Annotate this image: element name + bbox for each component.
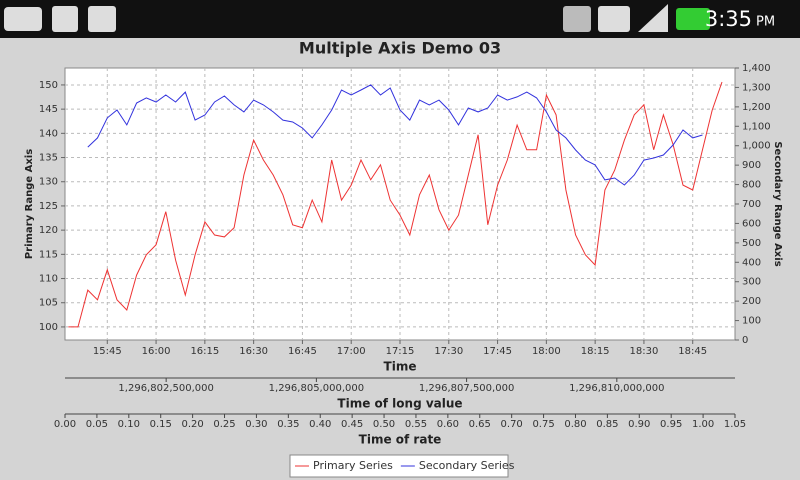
y-tick-label: 110 [39,274,58,285]
y2-tick-label: 1,100 [742,121,771,132]
x3-tick-label: 1.05 [724,419,746,430]
signal-icon [638,4,668,32]
y-tick-label: 145 [39,104,58,115]
y-tick-label: 100 [39,322,58,333]
x-tick-label: 16:45 [288,346,317,357]
x3-tick-label: 0.70 [501,419,523,430]
vibrate-icon [563,6,591,32]
x-tick-label: 18:00 [532,346,561,357]
y2-tick-label: 700 [742,199,761,210]
x3-tick-label: 0.00 [54,419,76,430]
network-icon [598,6,630,32]
y2-tick-label: 1,300 [742,82,771,93]
x3-tick-label: 0.45 [341,419,363,430]
x-tick-label: 16:15 [190,346,219,357]
y2-tick-label: 400 [742,257,761,268]
y-tick-label: 125 [39,201,58,212]
x-tick-label: 17:45 [483,346,512,357]
x2-axis-label: Time of long value [337,397,462,411]
y2-axis-label: Secondary Range Axis [772,141,783,266]
series-line [68,81,723,328]
x3-tick-label: 0.95 [660,419,682,430]
x-axis-label: Time [384,360,417,374]
x-tick-label: 18:45 [678,346,707,357]
chart-title: Multiple Axis Demo 03 [299,39,501,58]
y2-tick-label: 300 [742,277,761,288]
series-line [87,84,703,186]
y2-tick-label: 500 [742,238,761,249]
y-tick-label: 120 [39,225,58,236]
x3-tick-label: 0.20 [181,419,203,430]
x2-tick-label: 1,296,810,000,000 [569,383,664,394]
y2-tick-label: 600 [742,218,761,229]
clock-ampm: PM [756,15,775,30]
legend-label: Secondary Series [419,459,515,472]
y2-tick-label: 900 [742,160,761,171]
x3-tick-label: 0.25 [213,419,235,430]
y-tick-label: 105 [39,298,58,309]
y-tick-label: 115 [39,249,58,260]
android-icon [88,6,116,32]
x2-tick-label: 1,296,807,500,000 [419,383,514,394]
x3-tick-label: 0.15 [150,419,172,430]
y-tick-label: 140 [39,128,58,139]
x3-tick-label: 0.65 [469,419,491,430]
x3-tick-label: 0.75 [532,419,554,430]
x3-tick-label: 0.50 [373,419,395,430]
x3-tick-label: 0.60 [437,419,459,430]
clock: 3:35 [705,7,752,31]
notification-icon [4,7,42,31]
x-tick-label: 18:15 [581,346,610,357]
x3-tick-label: 0.30 [245,419,267,430]
usb-icon [52,6,78,32]
x-tick-label: 15:45 [93,346,122,357]
x-tick-label: 17:30 [434,346,463,357]
x3-tick-label: 0.35 [277,419,299,430]
y2-tick-label: 100 [742,316,761,327]
x2-tick-label: 1,296,805,000,000 [269,383,364,394]
x3-tick-label: 0.80 [564,419,586,430]
x-tick-label: 17:15 [386,346,415,357]
x-tick-label: 17:00 [337,346,366,357]
y-tick-label: 135 [39,153,58,164]
x3-tick-label: 0.55 [405,419,427,430]
battery-icon [676,8,710,30]
y2-tick-label: 200 [742,296,761,307]
x3-tick-label: 0.90 [628,419,650,430]
y-tick-label: 150 [39,80,58,91]
y2-tick-label: 0 [742,335,748,346]
x-tick-label: 16:30 [239,346,268,357]
y-tick-label: 130 [39,177,58,188]
y-axis-label: Primary Range Axis [24,149,35,259]
legend-label: Primary Series [313,459,393,472]
x3-axis-label: Time of rate [359,433,442,447]
y2-tick-label: 1,200 [742,102,771,113]
x2-tick-label: 1,296,802,500,000 [118,383,213,394]
x3-tick-label: 0.85 [596,419,618,430]
x-tick-label: 18:30 [630,346,659,357]
legend [289,454,509,478]
y2-tick-label: 800 [742,180,761,191]
plot-area [64,67,736,341]
y2-tick-label: 1,000 [742,141,771,152]
x3-tick-label: 0.05 [86,419,108,430]
x-tick-label: 16:00 [142,346,171,357]
x3-tick-label: 1.00 [692,419,714,430]
x3-tick-label: 0.40 [309,419,331,430]
x3-tick-label: 0.10 [118,419,140,430]
y2-tick-label: 1,400 [742,63,771,74]
